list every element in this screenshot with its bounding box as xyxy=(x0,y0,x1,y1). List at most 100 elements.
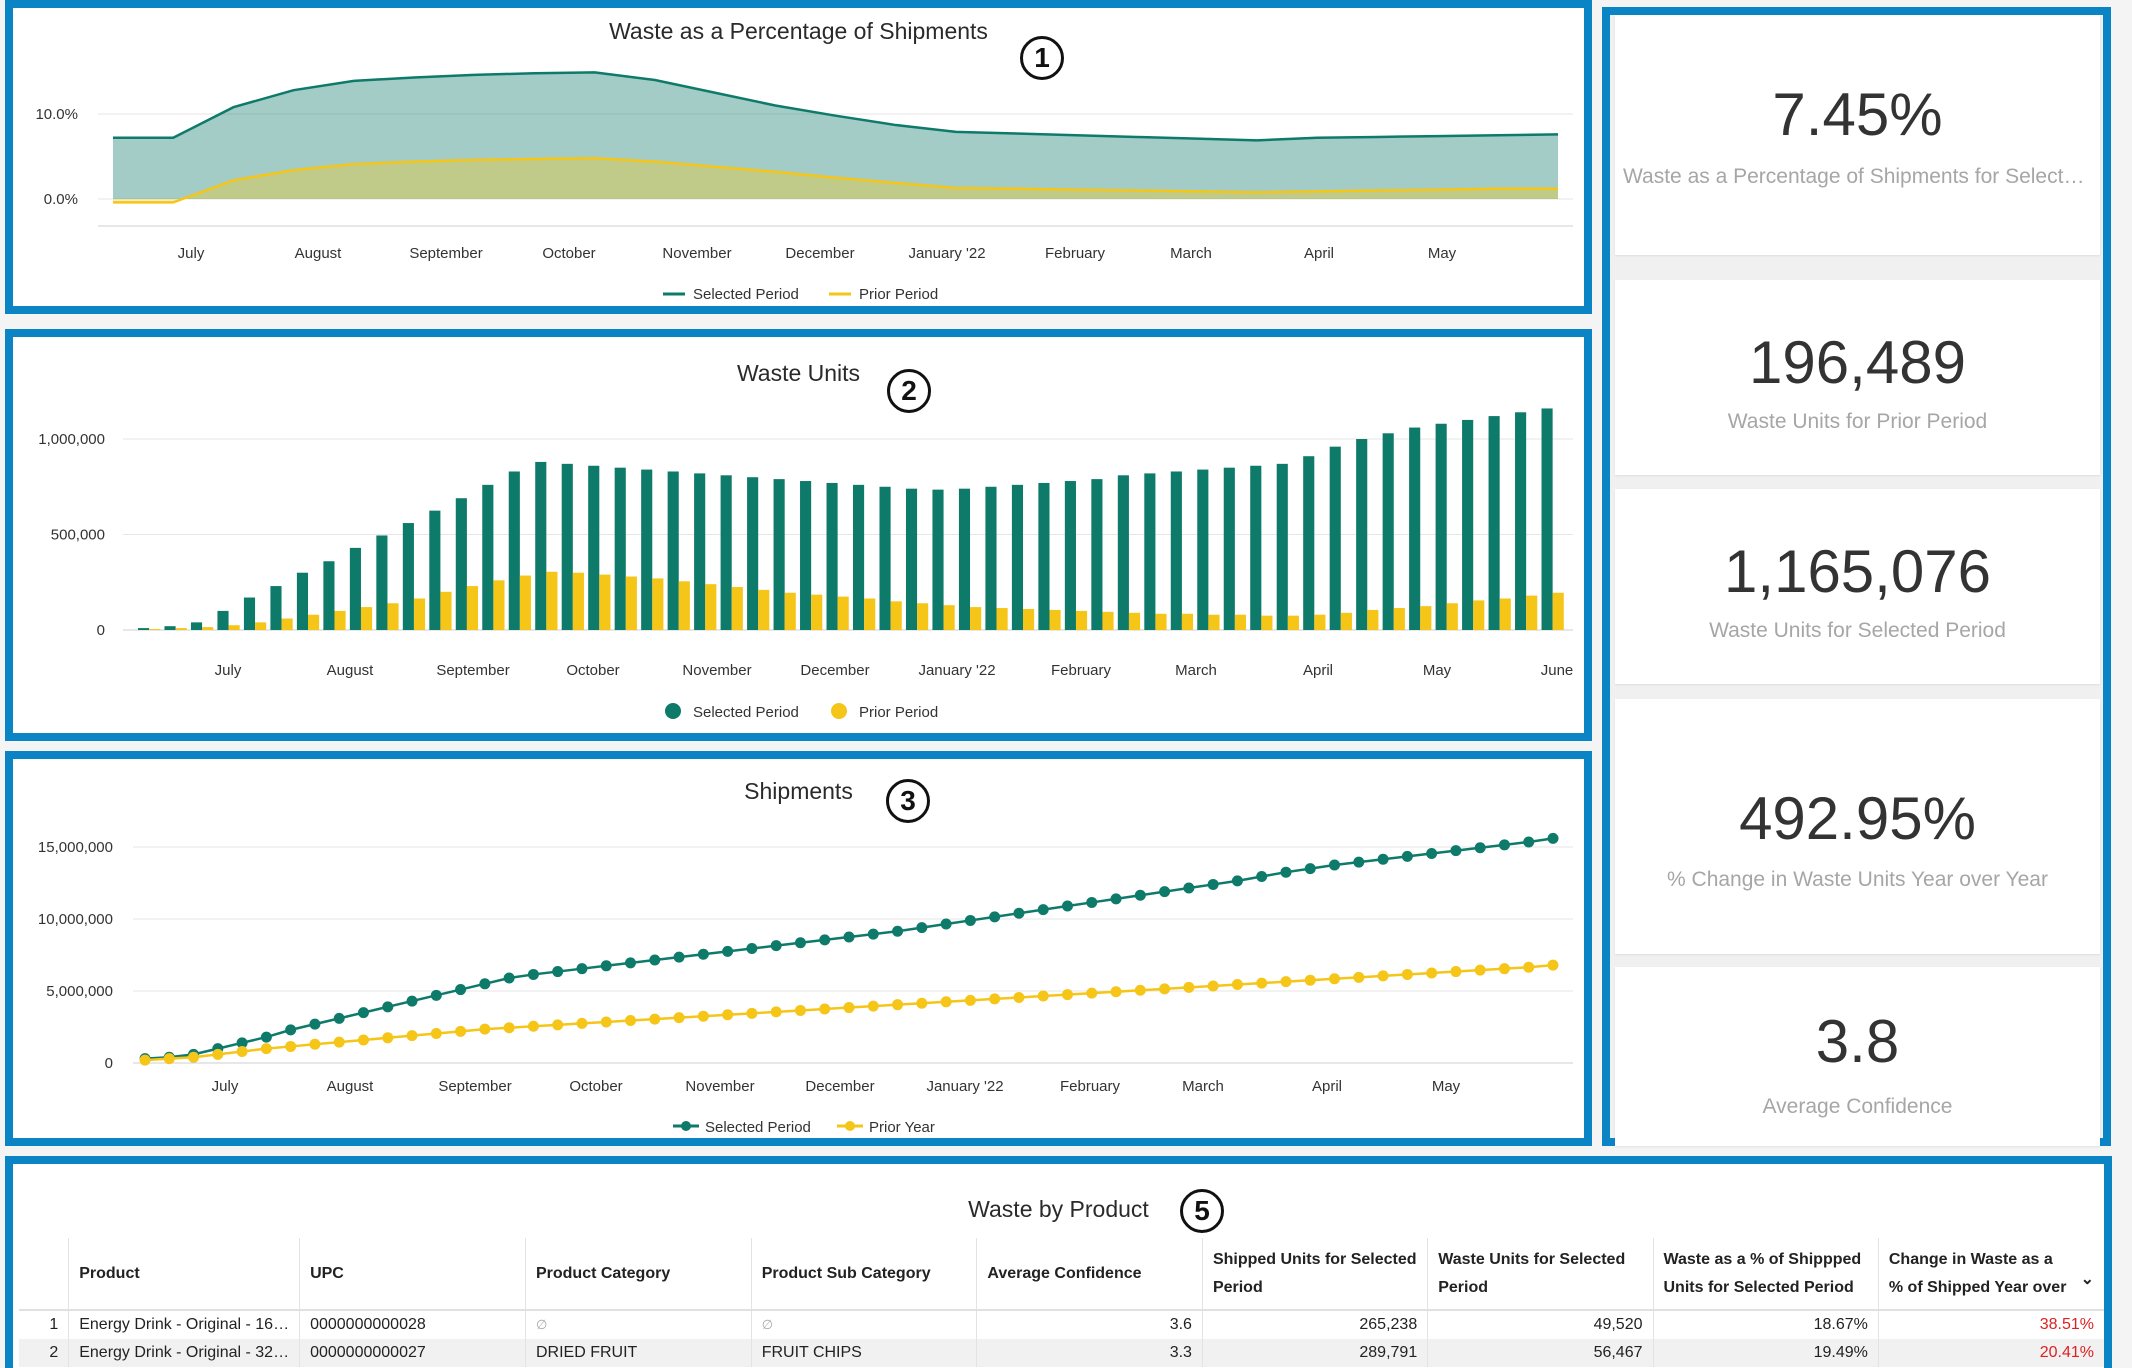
waste-by-product-panel: Waste by Product 5 Product UPC Product C… xyxy=(5,1156,2112,1368)
bar-selected xyxy=(561,463,573,630)
data-point-prior xyxy=(1329,973,1341,985)
x-tick-label: January '22 xyxy=(918,662,995,679)
waste-units-chart[interactable]: 1,000,000 500,000 0 July August September Octo… xyxy=(13,337,1584,733)
bar-prior xyxy=(625,576,637,630)
data-point-selected xyxy=(236,1037,248,1049)
data-point-prior xyxy=(673,1012,685,1024)
data-point-prior xyxy=(843,1002,855,1014)
x-tick-label: August xyxy=(295,245,343,262)
data-point-prior xyxy=(430,1027,442,1039)
data-point-prior xyxy=(649,1013,661,1025)
data-point-selected xyxy=(1231,875,1243,887)
cell-average-confidence: 3.6 xyxy=(976,1309,1203,1339)
x-tick-label: July xyxy=(212,1078,239,1095)
bar-prior xyxy=(202,627,214,630)
table-row[interactable]: 2 Energy Drink - Original - 32… 00000000… xyxy=(19,1339,2104,1367)
bar-prior xyxy=(731,587,743,630)
cell-product: Energy Drink - Original - 32… xyxy=(68,1339,300,1367)
bar-selected xyxy=(1064,481,1076,630)
kpi-card-waste-units-prior[interactable]: 196,489 Waste Units for Prior Period xyxy=(1615,280,2100,475)
header-upc[interactable]: UPC xyxy=(299,1238,526,1310)
bar-selected xyxy=(1435,423,1447,630)
cell-upc: 0000000000027 xyxy=(299,1339,526,1367)
bar-selected xyxy=(747,477,759,630)
bar-selected xyxy=(879,486,891,630)
data-point-prior xyxy=(1547,959,1559,971)
kpi-card-average-confidence[interactable]: 3.8 Average Confidence xyxy=(1615,967,2100,1146)
x-tick-label: October xyxy=(569,1078,622,1095)
data-point-prior xyxy=(455,1025,467,1037)
bar-selected xyxy=(1329,446,1341,630)
data-point-selected xyxy=(892,925,904,937)
chevron-down-icon[interactable]: ⌄ xyxy=(2080,1271,2094,1288)
bar-selected xyxy=(296,572,309,630)
shipments-chart[interactable]: 15,000,000 10,000,000 5,000,000 0 July August… xyxy=(13,759,1584,1138)
bar-prior xyxy=(1526,595,1538,630)
bar-selected xyxy=(243,597,256,630)
legend-label-prior: Prior Period xyxy=(859,704,938,721)
bar-prior xyxy=(758,589,770,630)
data-point-prior xyxy=(188,1051,200,1063)
x-tick-label: May xyxy=(1432,1078,1461,1095)
data-point-selected xyxy=(1498,839,1510,851)
bar-prior xyxy=(784,592,796,630)
waste-percentage-panel: Waste as a Percentage of Shipments 1 10.… xyxy=(5,0,1592,314)
bar-prior xyxy=(1102,611,1114,630)
header-product-category[interactable]: Product Category xyxy=(524,1238,752,1310)
bar-prior xyxy=(440,591,452,630)
cell-product-category: ∅ xyxy=(524,1309,752,1339)
cell-waste-percentage: 19.49% xyxy=(1652,1339,1879,1367)
bar-prior xyxy=(1049,609,1061,630)
bar-selected xyxy=(1223,467,1235,630)
bar-prior xyxy=(228,625,240,630)
header-product-sub-category[interactable]: Product Sub Category xyxy=(750,1238,977,1310)
header-change-waste-percentage[interactable]: Change in Waste as a % of Shipped Year o… xyxy=(1877,1238,2104,1310)
cell-product-sub-category: FRUIT CHIPS xyxy=(750,1339,977,1367)
bar-prior xyxy=(1023,608,1035,630)
header-product[interactable]: Product xyxy=(68,1238,300,1310)
bar-prior xyxy=(811,594,823,630)
cell-shipped-units: 289,791 xyxy=(1201,1339,1428,1367)
annotation-badge-2: 2 xyxy=(887,369,931,413)
kpi-card-waste-units-selected[interactable]: 1,165,076 Waste Units for Selected Perio… xyxy=(1615,489,2100,684)
cell-product-category: DRIED FRUIT xyxy=(524,1339,752,1367)
data-point-prior xyxy=(1183,981,1195,993)
bar-selected xyxy=(1303,456,1315,630)
data-point-selected xyxy=(722,945,734,957)
header-waste-percentage[interactable]: Waste as a % of Shippped Units for Selec… xyxy=(1652,1238,1879,1310)
bar-selected xyxy=(826,482,838,630)
kpi-card-change-waste-units[interactable]: 492.95% % Change in Waste Units Year ove… xyxy=(1615,699,2100,954)
header-shipped-units[interactable]: Shipped Units for Selected Period xyxy=(1201,1238,1428,1310)
bar-prior xyxy=(360,607,373,630)
data-point-prior xyxy=(1401,968,1413,980)
legend-swatch-prior xyxy=(845,1121,855,1131)
kpi-card-waste-percentage[interactable]: 7.45% Waste as a Percentage of Shipments… xyxy=(1615,15,2100,255)
data-point-prior xyxy=(406,1030,418,1042)
table-row[interactable]: 1 Energy Drink - Original - 16… 00000000… xyxy=(19,1309,2104,1339)
x-tick-label: July xyxy=(178,245,205,262)
bar-prior xyxy=(1473,600,1485,630)
y-tick-label: 15,000,000 xyxy=(38,839,113,856)
data-point-selected xyxy=(794,937,806,949)
data-point-selected xyxy=(1110,893,1122,905)
data-point-prior xyxy=(1523,961,1535,973)
y-tick-label: 5,000,000 xyxy=(46,983,113,1000)
data-point-prior xyxy=(1450,966,1462,978)
bar-prior xyxy=(996,608,1008,630)
data-point-prior xyxy=(1110,986,1122,998)
series-area-prior xyxy=(113,158,1558,203)
data-point-selected xyxy=(600,960,612,972)
legend-label-prior: Prior Period xyxy=(859,286,938,303)
data-point-selected xyxy=(1426,847,1438,859)
bar-prior xyxy=(1420,606,1432,630)
y-tick-label: 10.0% xyxy=(35,106,78,123)
data-point-prior xyxy=(1207,980,1219,992)
x-tick-label: April xyxy=(1303,662,1333,679)
data-point-prior xyxy=(989,993,1001,1005)
header-waste-units[interactable]: Waste Units for Selected Period xyxy=(1427,1238,1653,1310)
waste-percentage-chart[interactable]: 10.0% 0.0% July August September October Novem… xyxy=(13,8,1584,306)
data-point-prior xyxy=(940,996,952,1008)
header-average-confidence[interactable]: Average Confidence xyxy=(976,1238,1203,1310)
bar-selected xyxy=(270,586,282,630)
bar-selected xyxy=(1382,433,1394,630)
